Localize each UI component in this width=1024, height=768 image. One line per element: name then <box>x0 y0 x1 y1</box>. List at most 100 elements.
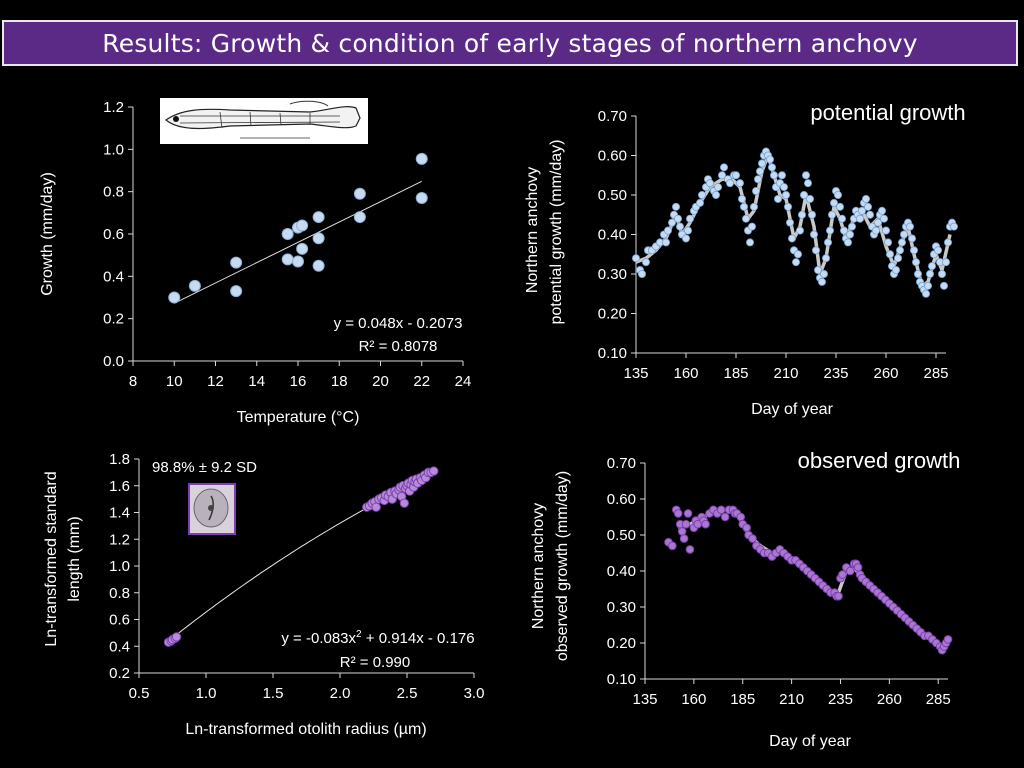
data-point <box>230 285 243 298</box>
data-point <box>878 206 887 215</box>
x-tick-label: 285 <box>926 691 951 708</box>
y-tick-label: 0.2 <box>109 665 130 682</box>
data-point <box>296 219 309 232</box>
data-point <box>882 226 891 235</box>
data-point <box>898 238 907 247</box>
x-axis-label: Temperature (°C) <box>237 409 360 426</box>
data-point <box>686 214 695 223</box>
data-point <box>880 214 889 223</box>
data-point <box>681 519 691 529</box>
y-tick-label: 0.2 <box>103 311 124 328</box>
y-tick-label: 0.6 <box>109 612 130 629</box>
data-point <box>281 253 294 266</box>
data-point <box>632 254 641 263</box>
data-point <box>415 152 428 165</box>
data-point <box>716 505 726 515</box>
data-point <box>696 198 705 207</box>
y-tick-label: 0.20 <box>607 635 636 652</box>
data-point <box>788 234 797 243</box>
data-point <box>746 238 755 247</box>
y-axis-label-1: Ln-transformed standard <box>43 471 60 646</box>
data-point <box>668 541 677 551</box>
y-tick-label: 0.10 <box>607 671 636 688</box>
data-point <box>814 266 823 275</box>
data-point <box>766 155 775 164</box>
y-tick-label: 0.10 <box>598 345 627 362</box>
y-axis-label-1: Northern anchovy <box>524 167 541 293</box>
y-tick-label: 0.8 <box>103 184 124 201</box>
data-point <box>774 194 783 203</box>
data-point <box>736 179 745 188</box>
data-point <box>701 519 710 529</box>
data-point <box>754 175 763 184</box>
chart-title: potential growth <box>810 100 965 125</box>
x-tick-label: 3.0 <box>464 685 485 702</box>
data-point <box>698 190 707 199</box>
data-point <box>798 210 807 219</box>
data-point <box>828 210 837 219</box>
data-point <box>399 498 410 508</box>
y-tick-label: 0.40 <box>598 227 627 244</box>
data-point <box>820 269 829 278</box>
data-point <box>718 171 727 180</box>
data-point <box>638 269 647 278</box>
data-point <box>934 246 943 255</box>
data-point <box>676 222 685 231</box>
x-tick-label: 1.0 <box>196 685 217 702</box>
data-point <box>938 269 947 278</box>
data-point <box>780 183 789 192</box>
x-tick-label: 160 <box>681 691 706 708</box>
equation-part: y = -0.083x <box>281 630 356 647</box>
data-point <box>844 238 853 247</box>
data-point <box>768 163 777 172</box>
data-point <box>720 512 730 522</box>
y-tick-label: 0.30 <box>598 266 627 283</box>
data-point <box>826 226 835 235</box>
data-point <box>924 281 933 290</box>
y-tick-label: 0.30 <box>607 599 636 616</box>
y-tick-label: 0.40 <box>607 563 636 580</box>
data-point <box>668 218 677 227</box>
data-point <box>834 591 843 601</box>
y-axis-label-1: Northern anchovy <box>530 503 547 629</box>
y-tick-label: 1.2 <box>103 99 124 116</box>
data-point <box>642 258 651 267</box>
data-point <box>312 259 325 272</box>
data-point <box>782 190 791 199</box>
x-tick-label: 8 <box>129 373 137 390</box>
data-point <box>892 266 901 275</box>
x-tick-label: 24 <box>455 373 472 390</box>
larva-fin <box>289 100 329 107</box>
x-tick-label: 260 <box>873 365 898 382</box>
data-point <box>914 269 923 278</box>
data-point <box>748 222 757 231</box>
y-tick-label: 0.4 <box>109 638 130 655</box>
y-tick-label: 1.0 <box>103 141 124 158</box>
chart2: 0.10 0.20 0.30 0.40 0.50 0.60 0.70 135 160 185 210… <box>524 100 966 418</box>
data-point <box>796 226 805 235</box>
data-point <box>792 258 801 267</box>
data-point <box>926 269 935 278</box>
data-point <box>942 258 951 267</box>
data-point <box>750 202 759 211</box>
y-tick-label: 0.6 <box>103 226 124 243</box>
data-point <box>683 509 693 518</box>
data-point <box>296 242 309 255</box>
data-point <box>684 226 693 235</box>
data-point <box>910 246 919 255</box>
y-axis-label: Growth (mm/day) <box>39 172 56 296</box>
data-point <box>822 254 831 263</box>
data-point <box>808 210 817 219</box>
chart3: 0.2 0.4 0.6 0.8 1.0 1.2 1.4 1.6 1.8 0.5 1.0 1.5 2.0 2… <box>43 451 484 738</box>
data-point <box>836 202 845 211</box>
x-tick-label: 235 <box>828 691 853 708</box>
data-point <box>848 222 857 231</box>
data-point <box>415 192 428 205</box>
y-tick-label: 1.8 <box>109 451 130 468</box>
data-point <box>720 163 729 172</box>
data-point <box>748 534 757 543</box>
equation-rest: + 0.914x - 0.176 <box>362 630 475 647</box>
data-point <box>884 238 893 247</box>
data-point <box>894 254 903 263</box>
